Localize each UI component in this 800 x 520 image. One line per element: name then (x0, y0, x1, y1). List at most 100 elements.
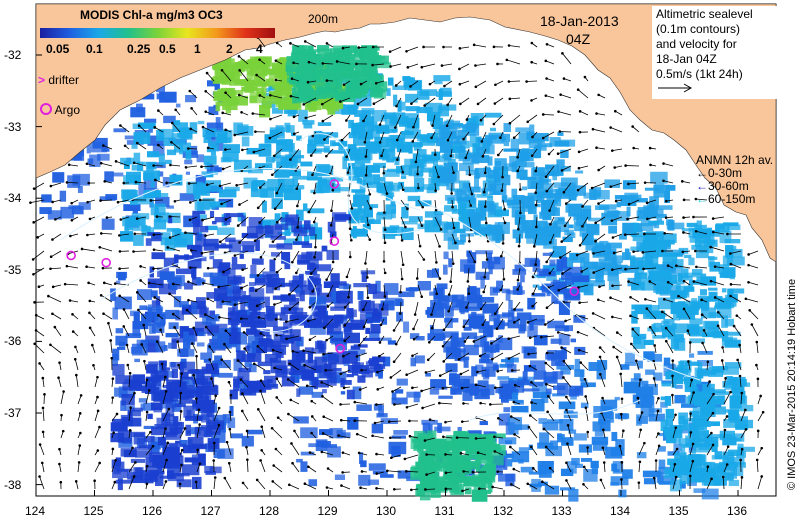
velocity-vector-head (623, 233, 627, 236)
velocity-vector-head (310, 399, 313, 403)
chlorophyll-pixel (291, 337, 300, 351)
chlorophyll-pixel (694, 385, 708, 393)
velocity-vector-head (499, 136, 502, 140)
velocity-vector-head (652, 377, 656, 380)
velocity-vector (179, 428, 186, 439)
velocity-vector (706, 361, 709, 371)
velocity-vector-head (290, 77, 294, 81)
velocity-vector-head (609, 296, 612, 300)
velocity-vector-head (331, 188, 335, 192)
chlorophyll-pixel (446, 452, 454, 463)
velocity-vector (400, 250, 404, 265)
velocity-vector (99, 246, 113, 252)
velocity-vector-head (565, 395, 568, 399)
chlorophyll-pixel (559, 418, 574, 431)
velocity-vector-head (388, 436, 392, 440)
velocity-vector-head (305, 384, 309, 388)
chlorophyll-pixel (636, 268, 645, 275)
velocity-vector (549, 199, 555, 211)
chlorophyll-pixel (137, 122, 156, 129)
chlorophyll-pixel (133, 432, 145, 445)
velocity-vector (610, 127, 623, 133)
velocity-vector (133, 250, 147, 252)
velocity-vector (468, 165, 471, 175)
velocity-vector (222, 112, 232, 116)
velocity-vector (528, 352, 538, 355)
chlorophyll-pixel (493, 166, 509, 177)
chlorophyll-pixel (127, 409, 141, 417)
velocity-vector-head (584, 395, 587, 398)
velocity-vector-head (513, 383, 517, 387)
chlorophyll-pixel (543, 371, 558, 384)
velocity-vector-head (49, 255, 53, 259)
velocity-vector-head (649, 163, 652, 167)
velocity-vector (595, 233, 606, 242)
velocity-vector-head (289, 94, 293, 98)
chlorophyll-pixel (272, 326, 289, 333)
velocity-vector-head (560, 240, 564, 243)
velocity-vector-head (535, 225, 538, 229)
velocity-vector-head (357, 343, 361, 347)
chlorophyll-pixel (537, 442, 553, 449)
velocity-vector (441, 63, 453, 66)
chlorophyll-pixel (501, 312, 514, 317)
chlorophyll-pixel (120, 157, 134, 165)
velocity-vector-head (689, 412, 692, 415)
chlorophyll-pixel (417, 149, 427, 158)
chlorophyll-pixel (265, 305, 275, 316)
velocity-vector-head (469, 204, 473, 207)
chlorophyll-pixel (331, 88, 347, 95)
chlorophyll-pixel (132, 321, 149, 330)
chlorophyll-pixel (430, 438, 447, 451)
chlorophyll-pixel (289, 286, 298, 292)
chlorophyll-pixel (208, 441, 216, 452)
velocity-vector (409, 435, 419, 439)
velocity-vector (33, 182, 45, 190)
velocity-vector-head (548, 272, 552, 275)
chlorophyll-pixel (201, 366, 208, 371)
chlorophyll-pixel (185, 94, 197, 103)
velocity-vector (322, 63, 334, 65)
velocity-vector-head (420, 295, 424, 299)
chlorophyll-pixel (724, 362, 742, 369)
velocity-vector-head (348, 255, 352, 259)
velocity-vector-head (759, 394, 762, 398)
velocity-vector-head (644, 297, 647, 301)
chlorophyll-pixel (695, 421, 711, 427)
velocity-vector (395, 335, 402, 345)
velocity-vector (305, 114, 317, 119)
velocity-vector-head (51, 312, 54, 316)
chlorophyll-pixel (296, 458, 303, 463)
chlorophyll-pixel (683, 254, 692, 258)
velocity-vector (205, 90, 215, 99)
chlorophyll-pixel (527, 192, 545, 202)
velocity-vector-head (325, 42, 329, 45)
chlorophyll-pixel (275, 98, 293, 104)
velocity-vector (730, 250, 742, 254)
chlorophyll-pixel (598, 412, 615, 423)
velocity-vector (366, 284, 369, 298)
chlorophyll-pixel (399, 141, 413, 153)
chlorophyll-pixel (352, 386, 362, 400)
velocity-vector (52, 199, 62, 203)
chlorophyll-pixel (312, 273, 320, 284)
chlorophyll-pixel (401, 206, 409, 219)
velocity-vector-head (245, 445, 248, 449)
chlorophyll-pixel (556, 259, 564, 272)
velocity-vector-head (202, 281, 205, 285)
velocity-vector-head (143, 359, 146, 363)
chlorophyll-pixel (554, 140, 570, 147)
velocity-vector (492, 352, 504, 360)
velocity-vector-head (711, 411, 715, 415)
velocity-vector (672, 395, 674, 405)
chlorophyll-pixel (565, 203, 570, 213)
chlorophyll-pixel (630, 255, 636, 266)
velocity-vector-head (350, 207, 354, 210)
chlorophyll-pixel (115, 457, 122, 466)
velocity-vector-head (383, 241, 387, 245)
chlorophyll-pixel (507, 364, 517, 373)
velocity-vector-head (578, 243, 582, 247)
chlorophyll-pixel (190, 301, 206, 309)
velocity-vector-head (601, 396, 604, 400)
velocity-vector-head (756, 429, 760, 433)
